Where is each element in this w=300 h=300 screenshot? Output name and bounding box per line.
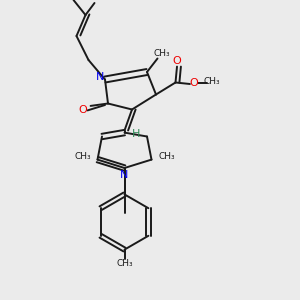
Text: CH₃: CH₃: [204, 77, 220, 86]
Text: CH₃: CH₃: [158, 152, 175, 161]
Text: CH₃: CH₃: [116, 260, 133, 268]
Text: N: N: [95, 72, 104, 82]
Text: O: O: [190, 78, 199, 88]
Text: H: H: [132, 128, 140, 139]
Text: O: O: [172, 56, 181, 66]
Text: CH₃: CH₃: [74, 152, 91, 161]
Text: N: N: [120, 169, 129, 180]
Text: O: O: [78, 105, 87, 116]
Text: CH₃: CH₃: [153, 49, 170, 58]
